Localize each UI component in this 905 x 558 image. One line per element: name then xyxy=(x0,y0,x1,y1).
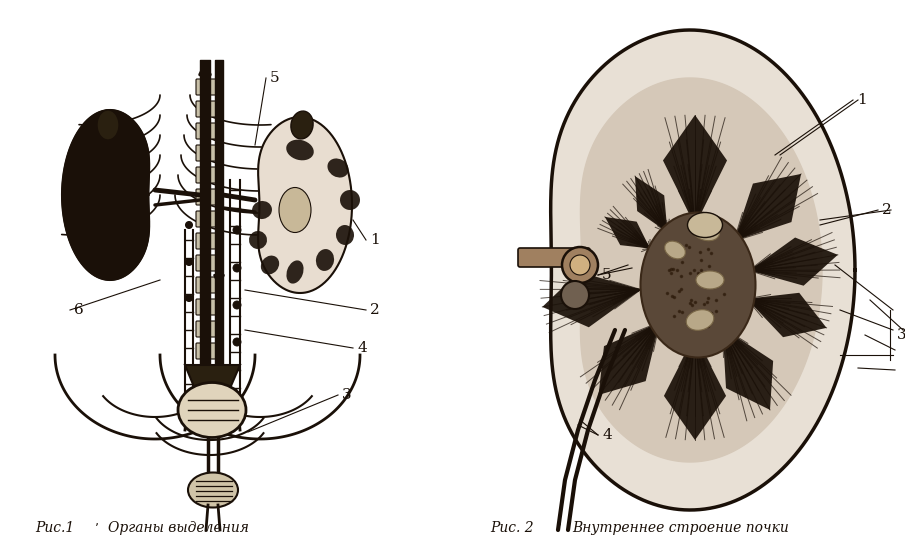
FancyBboxPatch shape xyxy=(196,365,218,381)
Ellipse shape xyxy=(641,213,756,358)
FancyBboxPatch shape xyxy=(196,211,218,227)
Text: 1: 1 xyxy=(370,233,380,247)
Ellipse shape xyxy=(178,382,246,437)
FancyBboxPatch shape xyxy=(196,145,218,161)
FancyBboxPatch shape xyxy=(196,321,218,337)
Polygon shape xyxy=(580,78,822,462)
Ellipse shape xyxy=(340,190,360,210)
Ellipse shape xyxy=(97,110,119,140)
Ellipse shape xyxy=(328,158,348,177)
Polygon shape xyxy=(734,174,801,241)
Circle shape xyxy=(233,301,241,309)
Text: 2: 2 xyxy=(370,303,380,317)
Polygon shape xyxy=(542,272,641,328)
FancyBboxPatch shape xyxy=(196,387,218,403)
Text: Рис.1: Рис.1 xyxy=(35,521,74,535)
Circle shape xyxy=(233,264,241,272)
Ellipse shape xyxy=(336,225,354,245)
Ellipse shape xyxy=(249,231,267,249)
FancyBboxPatch shape xyxy=(196,255,218,271)
Circle shape xyxy=(186,258,193,266)
FancyBboxPatch shape xyxy=(196,299,218,315)
Ellipse shape xyxy=(686,310,714,330)
Text: 3: 3 xyxy=(897,328,905,342)
Text: 1: 1 xyxy=(857,93,867,107)
Circle shape xyxy=(233,338,241,346)
Circle shape xyxy=(186,295,193,301)
Polygon shape xyxy=(62,110,149,280)
FancyBboxPatch shape xyxy=(518,248,590,267)
Ellipse shape xyxy=(316,249,334,271)
Text: 5: 5 xyxy=(270,71,280,85)
Text: 3: 3 xyxy=(342,388,352,402)
Ellipse shape xyxy=(287,261,303,283)
Polygon shape xyxy=(598,322,660,395)
Text: ʼ: ʼ xyxy=(558,522,562,535)
Polygon shape xyxy=(185,365,240,430)
Polygon shape xyxy=(663,115,727,225)
Polygon shape xyxy=(550,30,855,510)
FancyBboxPatch shape xyxy=(196,167,218,183)
Polygon shape xyxy=(605,217,650,248)
Circle shape xyxy=(233,226,241,234)
Circle shape xyxy=(186,222,193,228)
Polygon shape xyxy=(664,335,726,440)
Ellipse shape xyxy=(691,219,719,240)
FancyBboxPatch shape xyxy=(196,79,218,95)
Polygon shape xyxy=(258,117,352,293)
Ellipse shape xyxy=(286,140,314,160)
Polygon shape xyxy=(749,238,838,286)
Circle shape xyxy=(570,255,590,275)
Text: 4: 4 xyxy=(602,428,612,442)
Ellipse shape xyxy=(664,241,685,259)
Ellipse shape xyxy=(261,256,279,275)
Text: Внутреннее строение почки: Внутреннее строение почки xyxy=(572,521,789,535)
Circle shape xyxy=(561,281,589,309)
Polygon shape xyxy=(722,328,773,410)
Ellipse shape xyxy=(279,187,311,233)
Ellipse shape xyxy=(188,473,238,507)
Text: Органы выделения: Органы выделения xyxy=(108,521,249,535)
Polygon shape xyxy=(635,176,668,232)
Text: 5: 5 xyxy=(602,268,612,282)
FancyBboxPatch shape xyxy=(196,101,218,117)
FancyBboxPatch shape xyxy=(196,277,218,293)
Text: Рис. 2: Рис. 2 xyxy=(490,521,534,535)
Text: 2: 2 xyxy=(882,203,891,217)
Text: 4: 4 xyxy=(357,341,367,355)
Polygon shape xyxy=(747,293,826,337)
Ellipse shape xyxy=(291,111,313,139)
Circle shape xyxy=(562,247,598,283)
Ellipse shape xyxy=(252,201,272,219)
Text: 6: 6 xyxy=(74,303,84,317)
Ellipse shape xyxy=(688,213,722,238)
FancyBboxPatch shape xyxy=(196,233,218,249)
Text: ʼ: ʼ xyxy=(95,522,99,535)
Ellipse shape xyxy=(696,271,724,289)
FancyBboxPatch shape xyxy=(196,123,218,139)
FancyBboxPatch shape xyxy=(196,189,218,205)
FancyBboxPatch shape xyxy=(196,343,218,359)
